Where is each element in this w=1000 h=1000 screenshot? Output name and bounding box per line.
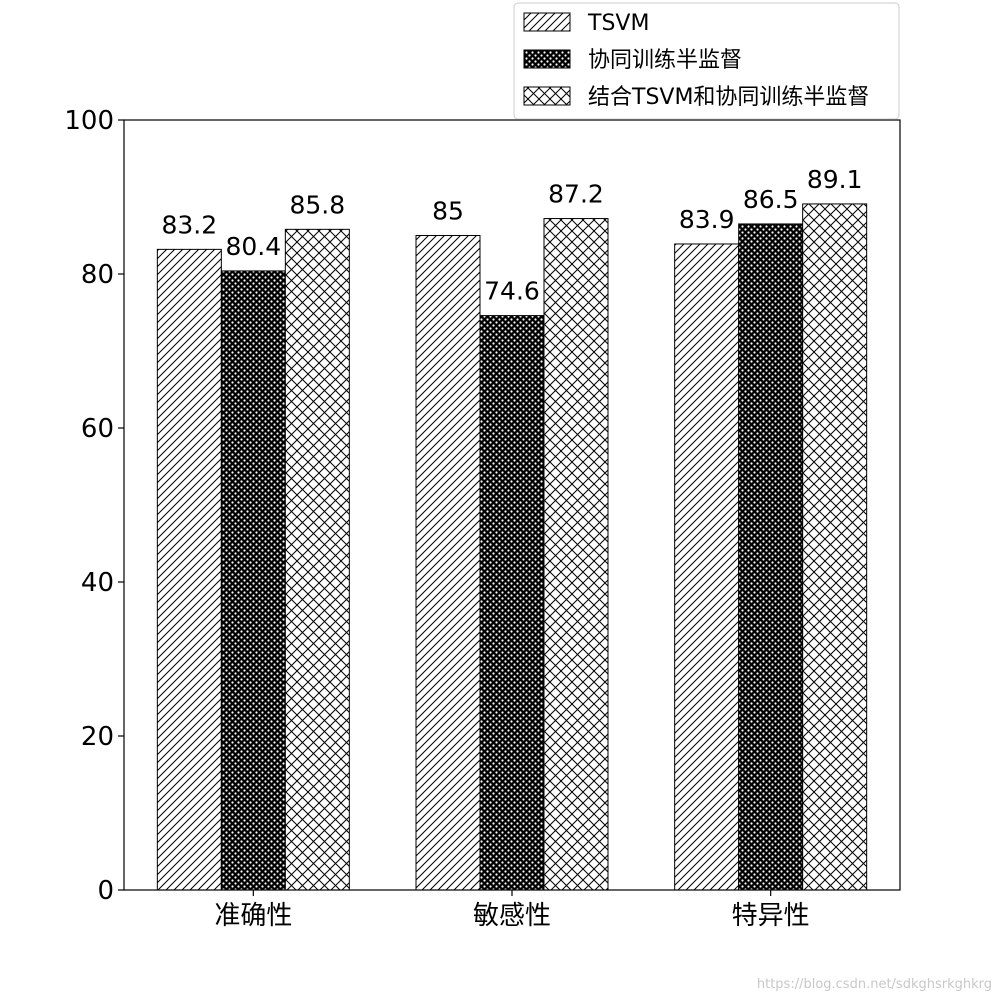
y-tick-label: 60	[81, 414, 114, 444]
bar-series-1-cat-1	[479, 315, 545, 891]
bar-series-2-cat-0	[284, 228, 350, 891]
y-tick-label: 100	[64, 106, 114, 136]
legend-box	[513, 2, 900, 120]
x-tick-label: 敏感性	[473, 901, 551, 931]
bar-series-1-cat-0	[220, 270, 286, 891]
bar-series-0-cat-1	[415, 235, 481, 891]
y-tick-label: 40	[81, 568, 114, 598]
data-label-series-1-cat-1: 74.6	[484, 277, 540, 306]
data-label-series-2-cat-2: 89.1	[807, 165, 863, 194]
y-tick-label: 20	[81, 722, 114, 752]
data-label-series-2-cat-0: 85.8	[289, 190, 345, 219]
data-label-series-0-cat-1: 85	[432, 197, 464, 226]
legend-swatch-2	[523, 86, 571, 106]
bar-series-0-cat-2	[674, 243, 740, 891]
legend-label-1: 协同训练半监督	[588, 48, 742, 73]
bar-series-0-cat-0	[156, 248, 222, 891]
y-tick-label: 80	[81, 260, 114, 290]
legend-label-0: TSVM	[587, 11, 649, 36]
watermark-text: https://blog.csdn.net/sdkghsrkghkrg	[756, 977, 992, 992]
bar-series-2-cat-2	[802, 203, 868, 891]
bar-series-1-cat-2	[738, 223, 804, 891]
y-tick-label: 0	[97, 876, 114, 906]
x-tick-label: 准确性	[214, 901, 292, 931]
data-label-series-2-cat-1: 87.2	[548, 180, 604, 209]
data-label-series-0-cat-2: 83.9	[679, 205, 735, 234]
data-label-series-0-cat-0: 83.2	[161, 210, 217, 239]
bar-series-2-cat-1	[543, 218, 609, 891]
data-label-series-1-cat-2: 86.5	[743, 185, 799, 214]
x-tick-label: 特异性	[732, 901, 810, 931]
data-label-series-1-cat-0: 80.4	[225, 232, 281, 261]
legend-label-2: 结合TSVM和协同训练半监督	[588, 85, 869, 110]
legend-swatch-1	[523, 49, 571, 69]
legend-swatch-0	[523, 12, 571, 32]
